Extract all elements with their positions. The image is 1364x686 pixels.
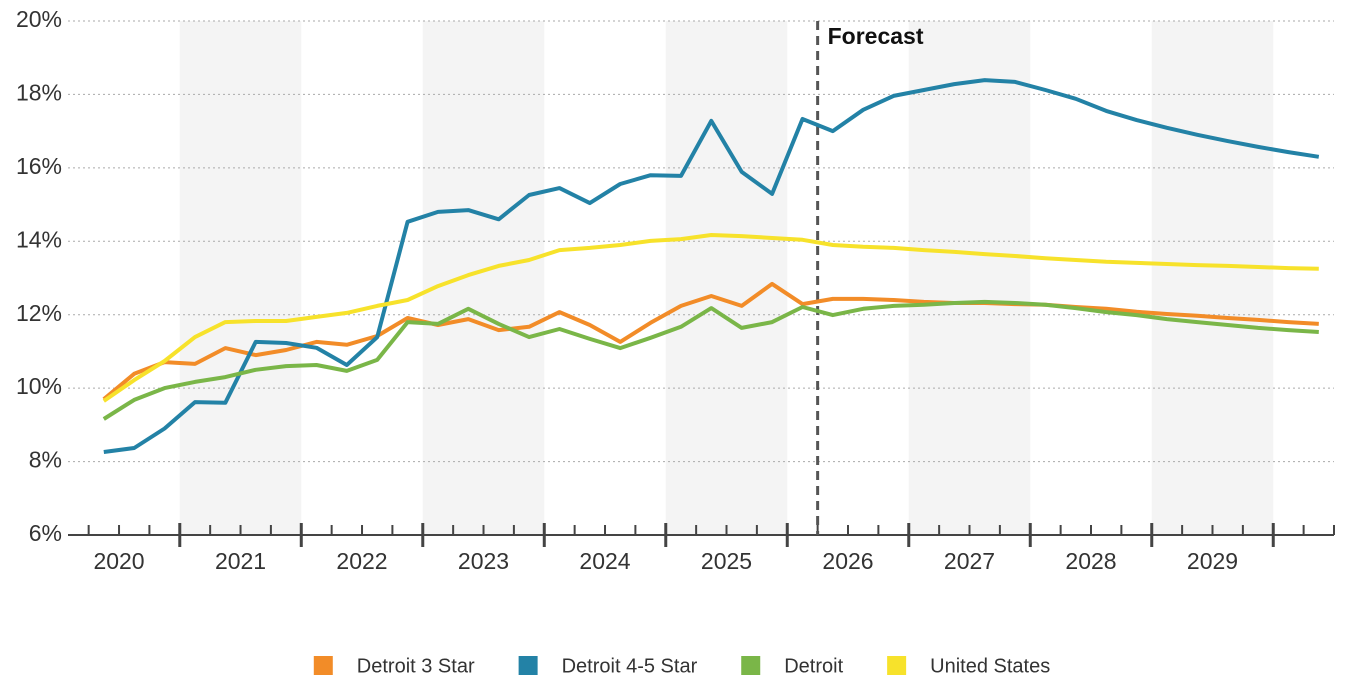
x-tick-label: 2026 bbox=[822, 548, 873, 574]
year-band bbox=[179, 21, 302, 535]
x-tick-label: 2022 bbox=[336, 548, 387, 574]
x-tick-label: 2023 bbox=[458, 548, 509, 574]
legend-label: United States bbox=[930, 655, 1050, 677]
y-tick-label: 20% bbox=[16, 6, 62, 32]
y-tick-label: 14% bbox=[16, 226, 62, 252]
x-tick-label: 2020 bbox=[93, 548, 144, 574]
legend-label: Detroit bbox=[784, 655, 843, 677]
x-tick-label: 2024 bbox=[579, 548, 630, 574]
y-tick-label: 6% bbox=[29, 520, 62, 546]
legend-swatch bbox=[741, 656, 761, 675]
y-tick-label: 16% bbox=[16, 153, 62, 179]
y-tick-label: 12% bbox=[16, 300, 62, 326]
legend-label: Detroit 4-5 Star bbox=[562, 655, 698, 677]
year-band bbox=[422, 21, 545, 535]
series-line bbox=[102, 233, 1319, 403]
series-line bbox=[103, 78, 1320, 454]
legend: Detroit 3 Star Detroit 4-5 Star Detroit Uni… bbox=[313, 655, 1050, 677]
x-tick-label: 2025 bbox=[701, 548, 752, 574]
x-tick-label: 2029 bbox=[1187, 548, 1238, 574]
y-tick-label: 18% bbox=[16, 80, 62, 106]
y-tick-label: 10% bbox=[16, 373, 62, 399]
y-tick-label: 8% bbox=[29, 447, 62, 473]
annotation: Forecast bbox=[828, 23, 924, 49]
year-band bbox=[908, 21, 1031, 535]
x-tick-label: 2021 bbox=[215, 548, 266, 574]
legend-swatch bbox=[313, 656, 333, 675]
x-tick-label: 2027 bbox=[944, 548, 995, 574]
year-band bbox=[1151, 21, 1274, 535]
year-band bbox=[665, 21, 788, 535]
x-tick-label: 2028 bbox=[1065, 548, 1116, 574]
legend-label: Detroit 3 Star bbox=[357, 655, 475, 677]
legend-swatch bbox=[518, 656, 538, 675]
legend-swatch bbox=[887, 656, 907, 675]
series-line bbox=[102, 299, 1319, 421]
